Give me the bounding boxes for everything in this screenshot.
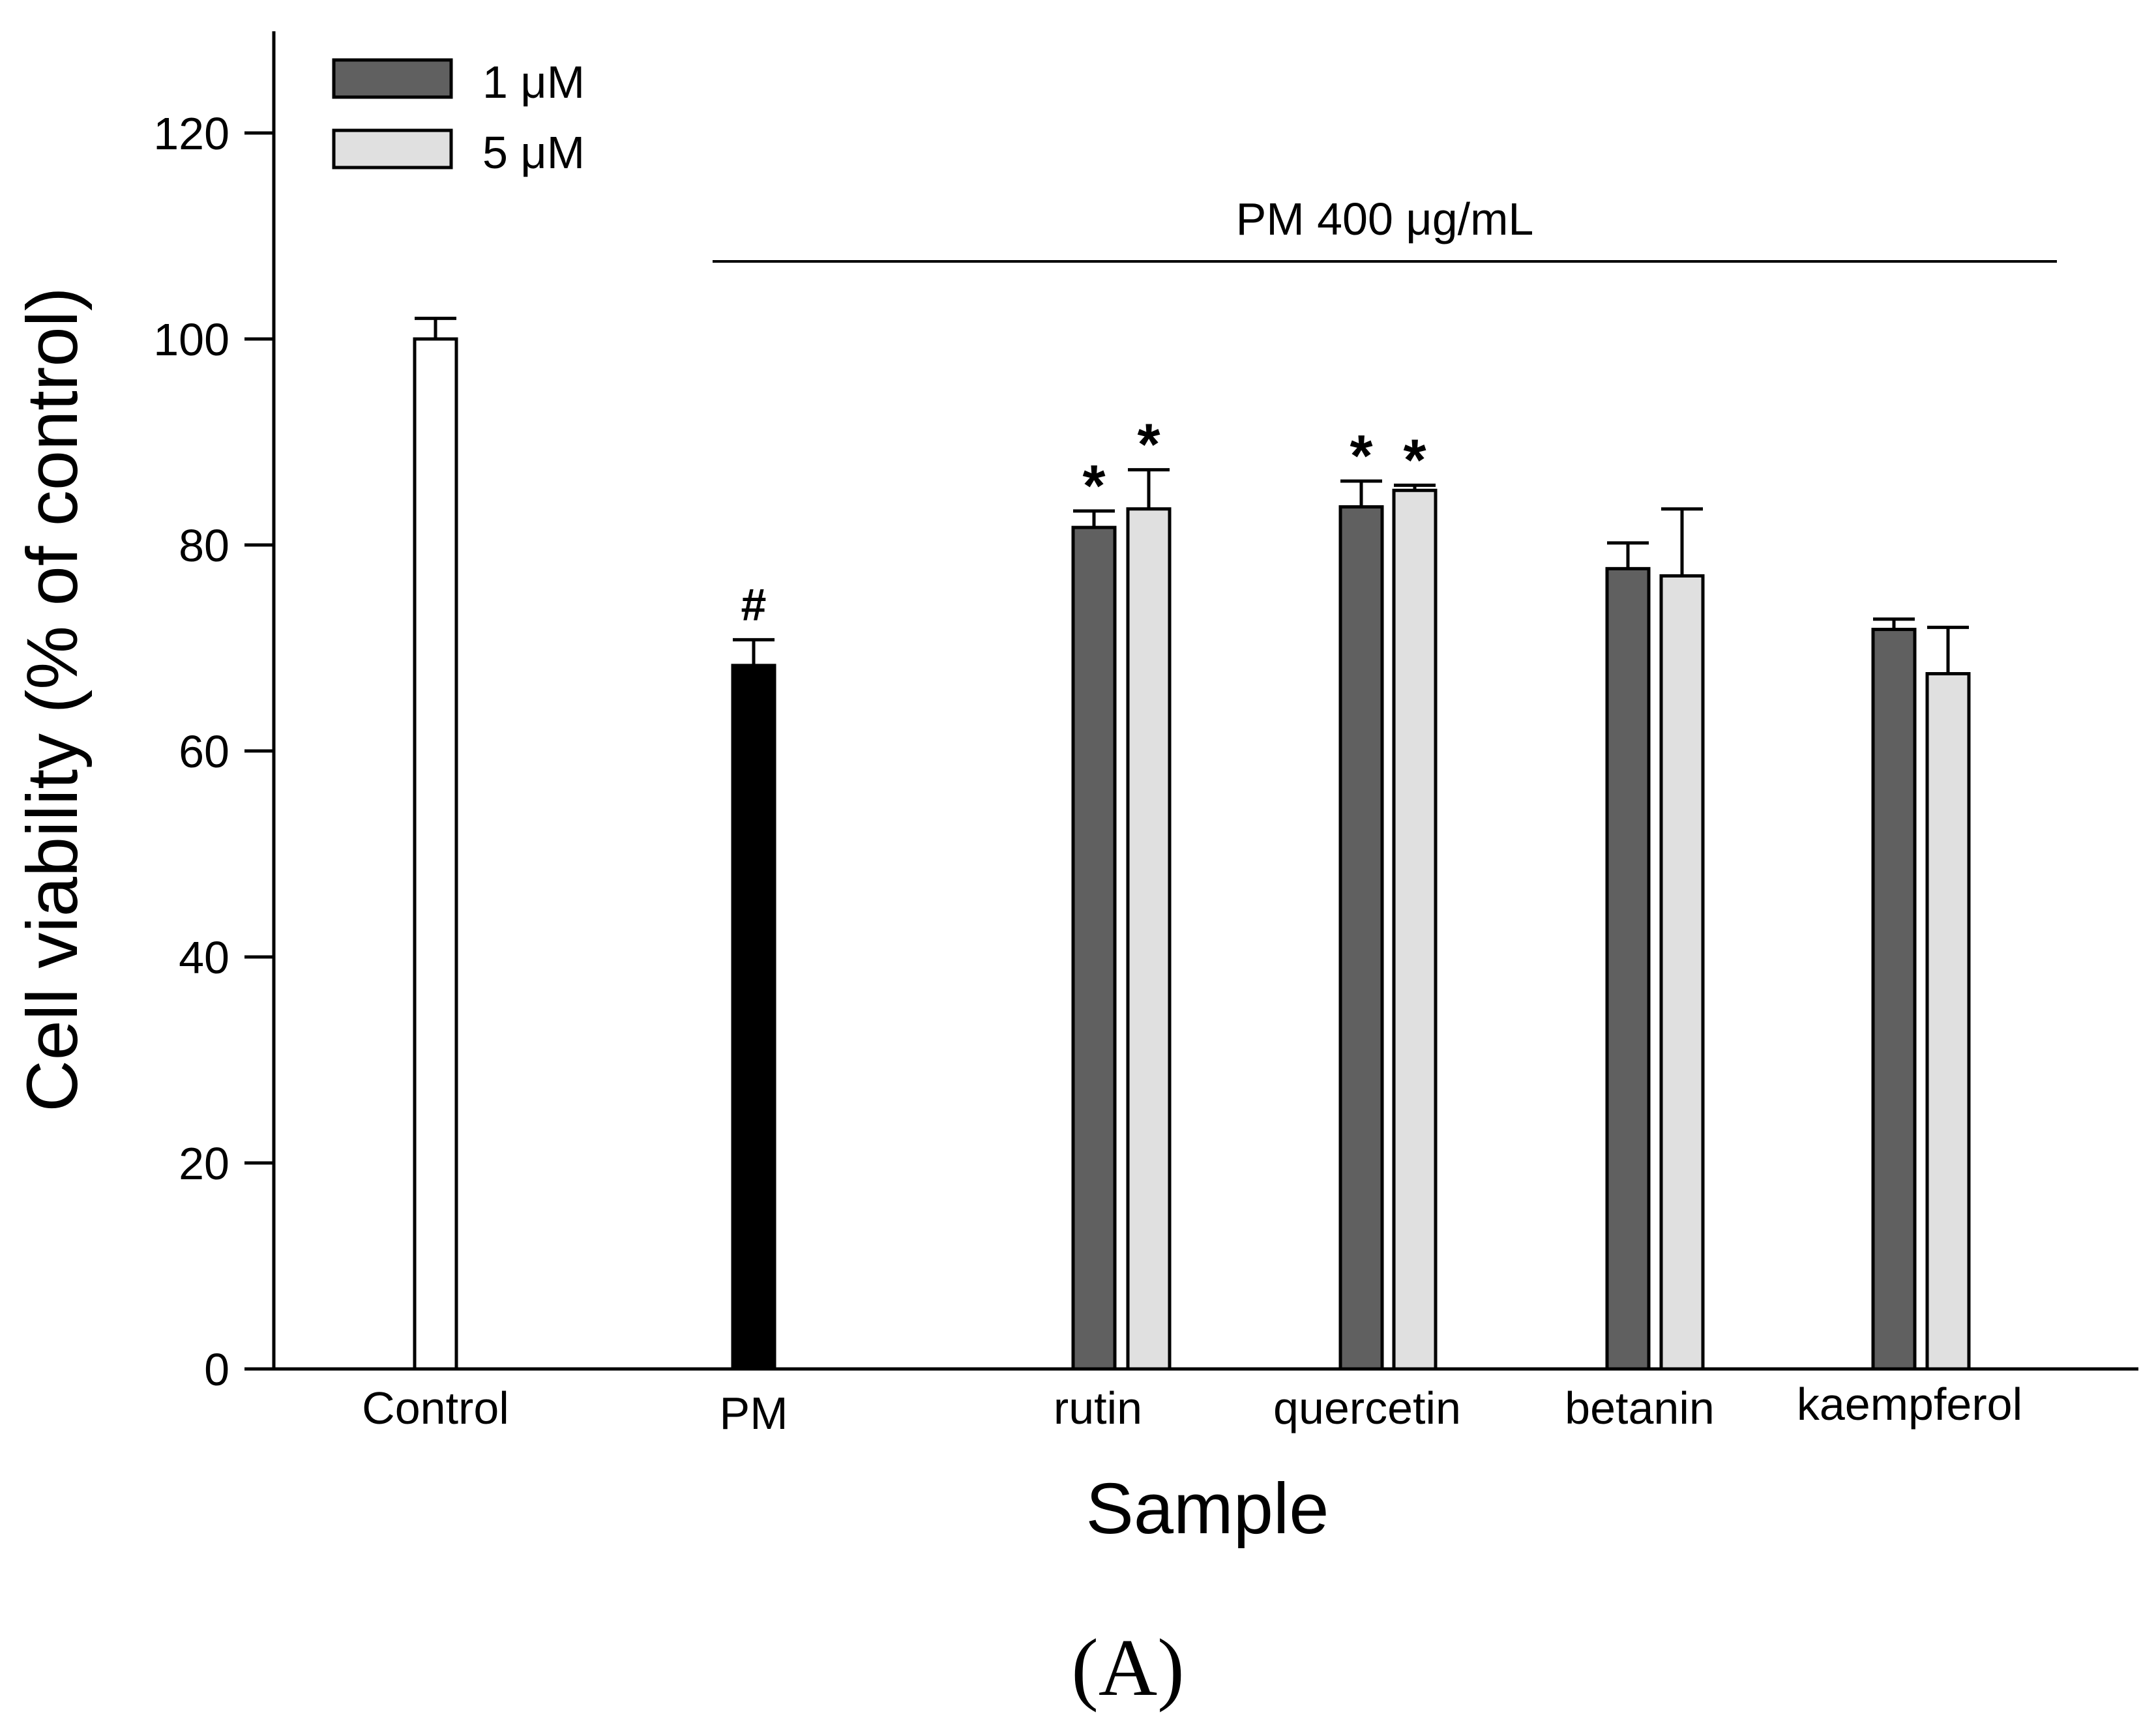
bar-kaempferol-5um	[1925, 672, 1971, 1371]
panel-label: (A)	[1071, 1623, 1185, 1713]
bar-rutin-5um	[1126, 507, 1172, 1371]
pm-bracket-label: PM 400 μg/mL	[1236, 194, 1534, 244]
bar-quercetin-1um	[1338, 505, 1384, 1371]
y-ticks: 0 20 40 60 80 100 120	[153, 108, 274, 1395]
bar-rutin-1um	[1071, 525, 1117, 1371]
y-tick-label-40: 40	[179, 932, 229, 983]
x-tick-label-control: Control	[362, 1383, 509, 1433]
legend-swatch-5uM	[332, 128, 453, 169]
y-tick-label-0: 0	[204, 1344, 229, 1395]
significance-mark-quercetin-1um: *	[1350, 424, 1372, 489]
x-tick-label-pm: PM	[720, 1388, 788, 1439]
y-tick-label-100: 100	[153, 314, 229, 365]
bar-kaempferol-1um	[1871, 628, 1917, 1371]
significance-mark-quercetin-5um: *	[1403, 428, 1426, 493]
bar-control	[413, 337, 458, 1371]
legend: 1 μM 5 μM	[332, 57, 585, 178]
y-tick-label-120: 120	[153, 108, 229, 159]
x-tick-label-rutin: rutin	[1054, 1383, 1142, 1433]
y-axis-title: Cell viability (% of control)	[12, 287, 93, 1111]
x-tick-label-quercetin: quercetin	[1273, 1383, 1461, 1433]
legend-label-1uM: 1 μM	[482, 57, 585, 108]
significance-mark-rutin-1um: *	[1082, 454, 1105, 519]
significance-mark-rutin-5um: *	[1137, 413, 1160, 478]
x-tick-label-betanin: betanin	[1565, 1383, 1715, 1433]
legend-swatch-1uM	[332, 58, 453, 99]
bar-betanin-5um	[1659, 574, 1705, 1371]
bar-betanin-1um	[1605, 566, 1651, 1371]
legend-label-5uM: 5 μM	[482, 127, 585, 178]
y-tick-label-20: 20	[179, 1138, 229, 1189]
x-tick-labels: Control PM rutin quercetin betanin kaempferol	[362, 1379, 2022, 1439]
significance-mark-pm: #	[741, 579, 767, 630]
bars: # * * * *	[413, 316, 1971, 1371]
y-tick-label-60: 60	[179, 726, 229, 777]
x-axis-title: Sample	[1086, 1469, 1329, 1549]
x-tick-label-kaempferol: kaempferol	[1797, 1379, 2022, 1430]
bar-quercetin-5um	[1392, 488, 1438, 1371]
y-tick-label-80: 80	[179, 520, 229, 571]
bar-pm	[731, 664, 776, 1371]
